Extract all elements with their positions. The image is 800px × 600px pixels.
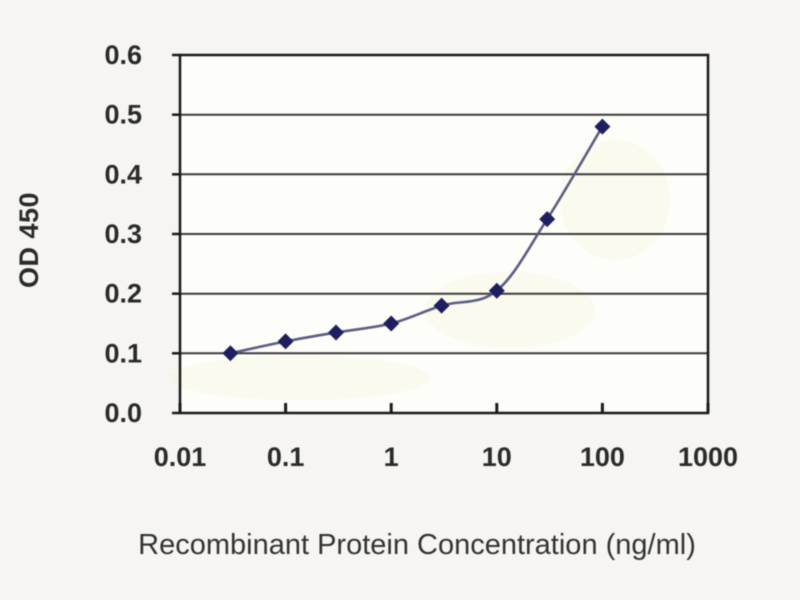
data-point-0.3 (328, 324, 344, 341)
y-axis-ticks (172, 53, 180, 415)
data-point-10 (488, 282, 505, 299)
y-tick-label-0.2: 0.2 (104, 279, 142, 309)
x-tick-label-1: 1 (384, 442, 399, 472)
data-point-3 (433, 297, 450, 314)
y-tick-labels: 0.0 0.1 0.2 0.3 0.4 0.5 0.6 (104, 40, 142, 428)
y-tick-label-0.4: 0.4 (104, 159, 142, 189)
gridlines (180, 113, 708, 355)
data-point-0.1 (277, 333, 294, 350)
y-tick-label-0.6: 0.6 (104, 40, 142, 70)
y-tick-label-0.1: 0.1 (104, 338, 142, 368)
y-axis-title: OD 450 (14, 192, 44, 288)
x-tick-labels: 0.01 0.1 1 10 100 1000 (154, 442, 738, 472)
y-tick-label-0.5: 0.5 (104, 100, 142, 130)
data-point-100 (594, 118, 611, 135)
x-tick-label-100: 100 (580, 442, 625, 472)
y-tick-label-0.3: 0.3 (104, 219, 142, 249)
x-tick-label-1000: 1000 (678, 442, 738, 472)
y-tick-label-0: 0.0 (104, 398, 142, 428)
data-point-0.03 (222, 345, 239, 362)
data-point-30 (539, 211, 556, 228)
plot-frame (178, 53, 710, 415)
x-tick-label-0.01: 0.01 (154, 442, 207, 472)
x-tick-label-10: 10 (482, 442, 512, 472)
jpeg-artifact-patches (170, 140, 670, 400)
x-tick-label-0.1: 0.1 (267, 442, 305, 472)
x-axis-title: Recombinant Protein Concentration (ng/ml… (138, 529, 696, 561)
data-point-1 (383, 315, 400, 332)
data-markers (222, 118, 611, 362)
